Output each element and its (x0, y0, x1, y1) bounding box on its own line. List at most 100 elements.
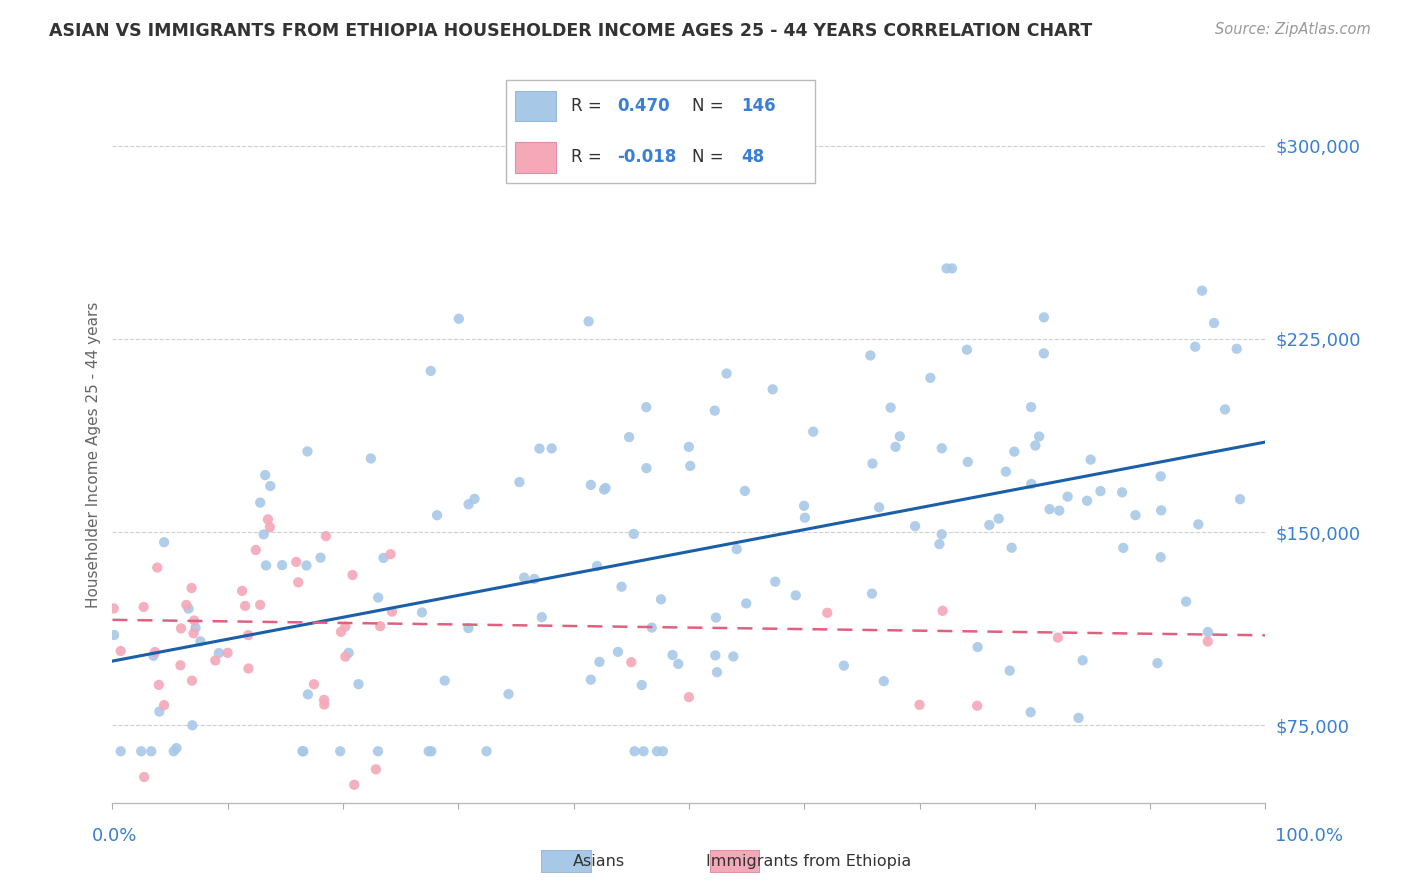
Point (935, 261, 957, 276)
Point (447, 311, 470, 326)
Point (641, 621, 664, 635)
Text: -0.018: -0.018 (617, 148, 676, 166)
Point (302, 677, 325, 691)
Point (578, 314, 600, 328)
Point (330, 624, 353, 639)
Point (181, 718, 204, 732)
Point (595, 481, 617, 495)
Point (295, 558, 318, 573)
Point (678, 690, 700, 704)
Point (941, 261, 963, 276)
Text: R =: R = (571, 97, 607, 115)
Point (1019, 705, 1042, 719)
Point (636, 400, 658, 414)
Text: 100.0%: 100.0% (1275, 827, 1343, 845)
Point (292, 744, 315, 758)
Point (862, 457, 884, 471)
Point (931, 604, 953, 618)
Text: 48: 48 (741, 148, 765, 166)
Point (1032, 310, 1054, 325)
Point (335, 619, 357, 633)
Point (1001, 541, 1024, 555)
Point (245, 543, 267, 558)
Point (163, 744, 186, 758)
Point (540, 442, 562, 456)
Point (259, 479, 281, 493)
Point (1046, 631, 1069, 645)
Point (143, 645, 166, 659)
Point (103, 628, 125, 642)
Point (315, 529, 337, 543)
Point (723, 649, 745, 664)
FancyBboxPatch shape (506, 80, 815, 183)
Point (249, 495, 271, 509)
Point (498, 687, 520, 701)
Point (146, 560, 169, 574)
Point (610, 580, 633, 594)
Point (132, 599, 155, 614)
Point (184, 621, 207, 635)
Point (904, 519, 927, 533)
Point (297, 444, 319, 458)
Point (367, 744, 389, 758)
Point (1125, 508, 1147, 523)
Point (762, 382, 785, 396)
Point (998, 664, 1021, 678)
Point (956, 455, 979, 469)
Point (1175, 594, 1198, 608)
Point (249, 598, 271, 612)
Point (110, 644, 132, 658)
Point (166, 741, 188, 756)
Point (620, 655, 643, 669)
Point (176, 598, 198, 612)
Point (1039, 502, 1062, 516)
Point (859, 348, 882, 362)
Point (1191, 284, 1213, 298)
Point (1067, 711, 1090, 725)
Point (617, 430, 640, 444)
Point (1019, 400, 1042, 414)
Point (1056, 490, 1078, 504)
Point (1071, 653, 1094, 667)
Point (297, 687, 319, 701)
Point (920, 371, 942, 385)
Point (1080, 452, 1102, 467)
Text: N =: N = (692, 148, 728, 166)
Point (217, 646, 239, 660)
Point (253, 527, 276, 541)
Point (651, 744, 673, 758)
Point (153, 698, 176, 713)
Point (1187, 517, 1209, 532)
Point (523, 572, 546, 586)
Point (271, 558, 294, 573)
Point (579, 478, 602, 492)
Point (314, 698, 336, 712)
Point (411, 606, 433, 620)
Point (1213, 402, 1236, 417)
Point (1111, 485, 1133, 500)
Point (148, 705, 170, 719)
Point (1149, 550, 1171, 565)
Point (457, 497, 479, 511)
Point (928, 537, 950, 551)
Point (1028, 429, 1050, 443)
Point (329, 744, 352, 758)
Point (704, 610, 727, 624)
Point (1226, 342, 1249, 356)
Point (1229, 492, 1251, 507)
Point (889, 429, 911, 443)
Point (1150, 469, 1173, 483)
Point (994, 465, 1017, 479)
Point (254, 468, 277, 483)
Point (966, 640, 988, 654)
Point (860, 586, 883, 600)
Point (291, 744, 314, 758)
Point (180, 581, 202, 595)
Point (134, 770, 156, 784)
Point (233, 599, 256, 613)
Point (257, 512, 280, 526)
Point (1047, 503, 1070, 517)
Point (183, 614, 205, 628)
Point (931, 442, 953, 456)
Point (679, 458, 702, 473)
